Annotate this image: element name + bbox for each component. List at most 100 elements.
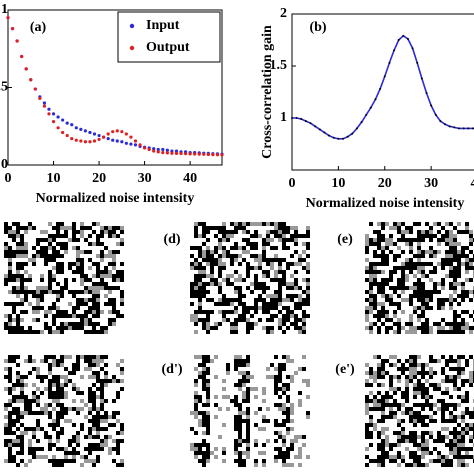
noise-pixel: [242, 395, 246, 399]
noise-pixel: [48, 443, 52, 447]
noise-pixel: [385, 395, 389, 399]
legend-marker: [129, 45, 135, 51]
noise-pixel: [425, 294, 429, 298]
noise-pixel: [381, 419, 385, 423]
noise-pixel: [298, 455, 302, 459]
noise-pixel: [385, 254, 389, 258]
noise-pixel: [369, 443, 373, 447]
noise-pixel: [12, 423, 16, 427]
noise-pixel: [48, 222, 52, 226]
noise-pixel: [238, 407, 242, 411]
noise-pixel: [4, 222, 8, 226]
noise-pixel: [377, 375, 381, 379]
noise-pixel: [36, 238, 40, 242]
noise-pixel: [445, 407, 449, 411]
noise-pixel: [64, 278, 68, 282]
noise-pixel: [365, 363, 369, 367]
noise-pixel: [222, 246, 226, 250]
noise-pixel: [8, 230, 12, 234]
noise-pixel: [100, 326, 104, 330]
noise-pixel: [298, 447, 302, 451]
noise-pixel: [441, 459, 445, 463]
noise-pixel: [294, 322, 298, 326]
noise-pixel: [198, 411, 202, 415]
noise-pixel: [104, 419, 108, 423]
noise-pixel: [52, 399, 56, 403]
noise-pixel: [421, 310, 425, 314]
noise-pixel: [194, 246, 198, 250]
noise-pixel: [381, 427, 385, 431]
noise-pixel: [108, 250, 112, 254]
noise-pixel: [120, 274, 124, 278]
noise-pixel: [381, 367, 385, 371]
noise-pixel: [445, 419, 449, 423]
data-point: [416, 61, 419, 64]
noise-pixel: [294, 278, 298, 282]
noise-pixel: [405, 359, 409, 363]
noise-pixel: [56, 359, 60, 363]
noise-pixel: [60, 411, 64, 415]
x-tick-label: 30: [138, 171, 152, 186]
noise-pixel: [246, 375, 250, 379]
noise-pixel: [210, 298, 214, 302]
noise-pixel: [417, 286, 421, 290]
noise-pixel: [234, 230, 238, 234]
noise-pixel: [92, 294, 96, 298]
noise-pixel: [250, 234, 254, 238]
noise-pixel: [461, 427, 465, 431]
noise-pixel: [306, 290, 310, 294]
noise-pixel: [206, 250, 210, 254]
noise-pixel: [72, 246, 76, 250]
noise-pixel: [8, 318, 12, 322]
noise-pixel: [214, 278, 218, 282]
noise-pixel: [202, 322, 206, 326]
noise-pixel: [48, 246, 52, 250]
noise-pixel: [445, 427, 449, 431]
noise-pixel: [425, 463, 429, 467]
noise-pixel: [417, 363, 421, 367]
noise-pixel: [282, 298, 286, 302]
noise-pixel: [457, 282, 461, 286]
noise-pixel: [429, 359, 433, 363]
noise-pixel: [80, 290, 84, 294]
noise-pixel: [32, 359, 36, 363]
noise-pixel: [12, 407, 16, 411]
noise-pixel: [373, 254, 377, 258]
noise-pixel: [100, 403, 104, 407]
noise-pixel: [290, 282, 294, 286]
noise-pixel: [389, 270, 393, 274]
x-tick-label: 10: [47, 171, 61, 186]
noise-pixel: [242, 463, 246, 467]
y-tick-label: 0.5: [0, 80, 8, 95]
noise-pixel: [409, 226, 413, 230]
noise-pixel: [234, 270, 238, 274]
noise-pixel: [397, 435, 401, 439]
noise-pixel: [385, 439, 389, 443]
noise-pixel: [421, 302, 425, 306]
noise-pixel: [238, 262, 242, 266]
noise-pixel: [413, 435, 417, 439]
noise-pixel: [24, 278, 28, 282]
noise-pixel: [100, 395, 104, 399]
noise-pixel: [8, 447, 12, 451]
noise-pixel: [429, 407, 433, 411]
noise-pixel: [461, 330, 465, 334]
noise-pixel: [206, 355, 210, 359]
noise-pixel: [48, 439, 52, 443]
noise-pixel: [222, 250, 226, 254]
noise-pixel: [190, 318, 194, 322]
noise-pixel: [266, 439, 270, 443]
noise-pixel: [40, 447, 44, 451]
noise-pixel: [369, 266, 373, 270]
noise-pixel: [96, 427, 100, 431]
noise-pixel: [373, 262, 377, 266]
noise-pixel: [369, 423, 373, 427]
noise-pixel: [28, 290, 32, 294]
noise-pixel: [389, 375, 393, 379]
noise-pixel: [190, 254, 194, 258]
noise-pixel: [262, 391, 266, 395]
x-tick-label: 0: [289, 176, 296, 191]
noise-pixel: [377, 407, 381, 411]
noise-pixel: [16, 222, 20, 226]
noise-pixel: [214, 415, 218, 419]
